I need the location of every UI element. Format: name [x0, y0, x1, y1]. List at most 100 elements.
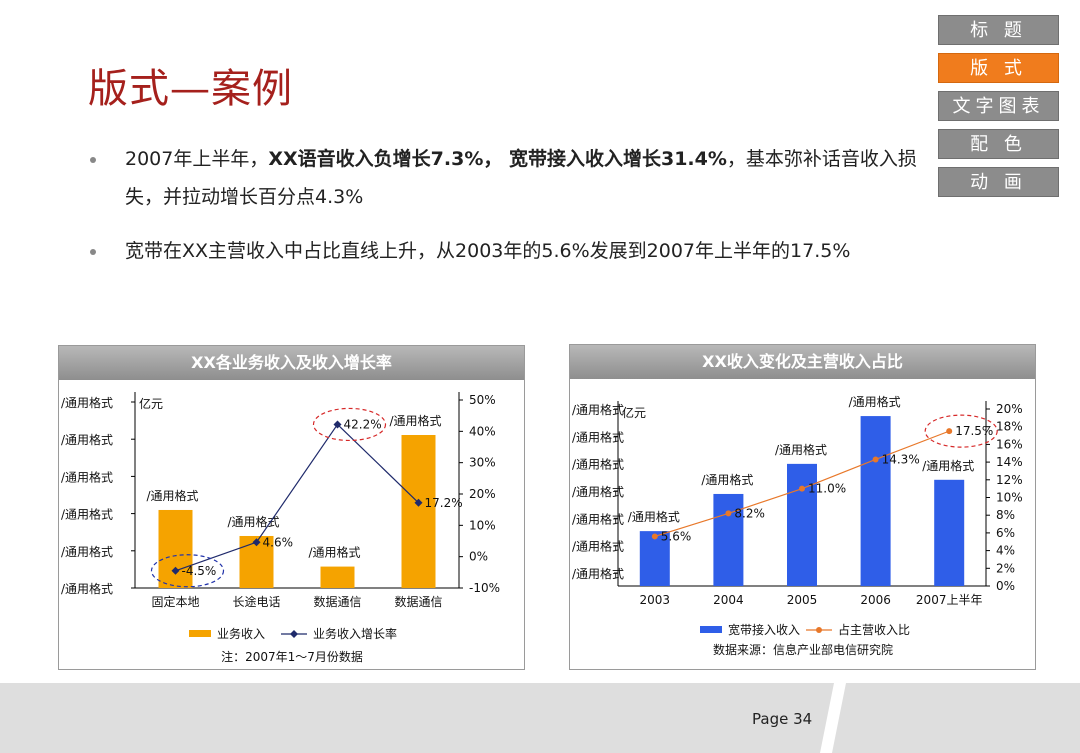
line-point [799, 485, 805, 492]
footer-band [0, 683, 1080, 753]
bar-label: /通用格式 [701, 472, 753, 487]
y-left-tick-label: /通用格式 [572, 484, 624, 499]
series-line [175, 423, 419, 572]
bar-label: /通用格式 [922, 458, 974, 473]
x-tick-label: 数据通信 [313, 594, 361, 609]
nav-item-text-chart[interactable]: 文字图表 [938, 91, 1059, 121]
bar-label: /通用格式 [390, 413, 442, 428]
nav-item-title[interactable]: 标 题 [938, 15, 1059, 45]
y-right-tick-label: 20% [996, 402, 1023, 416]
bar-label: /通用格式 [147, 488, 199, 503]
y-right-tick-label: 10% [996, 491, 1023, 505]
line-point-label: 17.2% [425, 496, 463, 510]
y-right-tick-label: 6% [996, 526, 1015, 540]
legend-line-marker [816, 627, 822, 633]
x-tick-label: 2004 [713, 593, 744, 607]
nav-item-color[interactable]: 配 色 [938, 129, 1059, 159]
bar-label: /通用格式 [775, 442, 827, 457]
y-left-tick-label: /通用格式 [572, 402, 624, 417]
y-right-tick-label: 18% [996, 420, 1023, 434]
y-left-tick-label: /通用格式 [572, 539, 624, 554]
bullet-bold-text: 宽带接入收入增长31.4% [502, 148, 727, 170]
bar-label: /通用格式 [228, 514, 280, 529]
nav-item-animation[interactable]: 动 画 [938, 167, 1059, 197]
y-left-tick-label: /通用格式 [572, 511, 624, 526]
slide-title: 版式—案例 [88, 66, 293, 112]
legend-label: 业务收入增长率 [313, 626, 397, 641]
x-tick-label: 固定本地 [151, 594, 199, 609]
y-left-tick-label: /通用格式 [61, 507, 113, 522]
line-point-label: 11.0% [808, 482, 846, 496]
y-right-tick-label: 4% [996, 544, 1015, 558]
x-tick-label: 2005 [787, 593, 818, 607]
y-right-tick-label: 8% [996, 508, 1015, 522]
bullet-dot-icon [90, 249, 96, 255]
line-point [872, 456, 879, 463]
legend-label: 占主营收入比 [838, 622, 910, 637]
bar-label: /通用格式 [628, 509, 680, 524]
y-left-tick-label: /通用格式 [61, 581, 113, 596]
highlight-ellipse [924, 414, 998, 448]
bullet-bold-text: XX语音收入负增长7.3%， [268, 148, 503, 170]
bullet-text: 2007年上半年， [125, 148, 269, 170]
bullet-item: 2007年上半年，XX语音收入负增长7.3%， 宽带接入收入增长31.4%，基本… [90, 140, 940, 216]
line-point [414, 498, 423, 507]
y-left-tick-label: /通用格式 [572, 457, 624, 472]
bullet-item: 宽带在XX主营收入中占比直线上升，从2003年的5.6%发展到2007年上半年的… [90, 232, 940, 270]
y-right-tick-label: 0% [996, 579, 1015, 593]
y-right-tick-label: 30% [469, 456, 496, 470]
bar-label: /通用格式 [309, 545, 361, 560]
y-left-tick-label: /通用格式 [61, 395, 113, 410]
x-tick-label: 2003 [640, 593, 671, 607]
y-left-tick-label: /通用格式 [61, 544, 113, 559]
chart-note: 数据来源：信息产业部电信研究院 [713, 642, 893, 657]
nav-item-layout[interactable]: 版 式 [938, 53, 1059, 83]
line-point [333, 420, 342, 429]
chart-panel-broadband-share: XX收入变化及主营收入占比 /通用格式/通用格式/通用格式/通用格式/通用格式 /… [569, 344, 1036, 670]
bar [320, 566, 355, 588]
legend-line-marker [290, 630, 298, 638]
bullet-text: 宽带在XX主营收入中占比直线上升，从2003年的5.6%发展到2007年上半年的… [125, 240, 851, 262]
y-right-tick-label: -10% [469, 581, 500, 595]
line-point-label: 8.2% [734, 506, 765, 520]
line-point [651, 533, 658, 540]
line-point-label: 17.5% [955, 424, 993, 438]
section-nav: 标 题 版 式 文字图表 配 色 动 画 [938, 15, 1059, 205]
line-point [725, 510, 732, 517]
bar [860, 416, 891, 586]
x-tick-label: 数据通信 [394, 594, 442, 609]
y-left-tick-label: /通用格式 [572, 566, 624, 581]
highlight-ellipse [312, 407, 387, 442]
bar [401, 435, 436, 588]
y-axis-unit-label: 亿元 [622, 405, 646, 420]
legend-label: 宽带接入收入 [728, 622, 800, 637]
line-point [946, 428, 953, 435]
y-right-tick-label: 2% [996, 561, 1015, 575]
y-right-tick-label: 10% [469, 518, 496, 532]
bar [158, 509, 193, 588]
bar [934, 479, 965, 586]
y-right-tick-label: 40% [469, 424, 496, 438]
line-point-label: 4.6% [263, 535, 294, 549]
x-tick-label: 长途电话 [232, 594, 280, 609]
y-right-tick-label: 20% [469, 487, 496, 501]
x-tick-label: 2007上半年 [916, 593, 983, 607]
y-left-tick-label: /通用格式 [61, 432, 113, 447]
line-point [171, 566, 180, 575]
y-right-tick-label: 16% [996, 437, 1023, 451]
footer-slash-decoration [820, 683, 846, 753]
y-axis-unit-label: 亿元 [139, 396, 163, 411]
y-right-tick-label: 14% [996, 455, 1023, 469]
line-point-label: 5.6% [661, 529, 692, 543]
legend-bar-swatch [189, 630, 211, 637]
chart-business-revenue: /通用格式/通用格式/通用格式/通用格式/通用格式/通用格式 亿元 50% 40% 30… [61, 392, 500, 664]
line-point-label: -4.5% [182, 564, 217, 578]
y-right-tick-label: 12% [996, 473, 1023, 487]
chart-note: 注：2007年1～7月份数据 [221, 649, 363, 664]
bullet-list: 2007年上半年，XX语音收入负增长7.3%， 宽带接入收入增长31.4%，基本… [90, 140, 940, 286]
y-left-tick-label: /通用格式 [61, 469, 113, 484]
legend-bar-swatch [700, 626, 722, 633]
highlight-ellipse [150, 554, 225, 588]
line-point-label: 42.2% [344, 417, 382, 431]
